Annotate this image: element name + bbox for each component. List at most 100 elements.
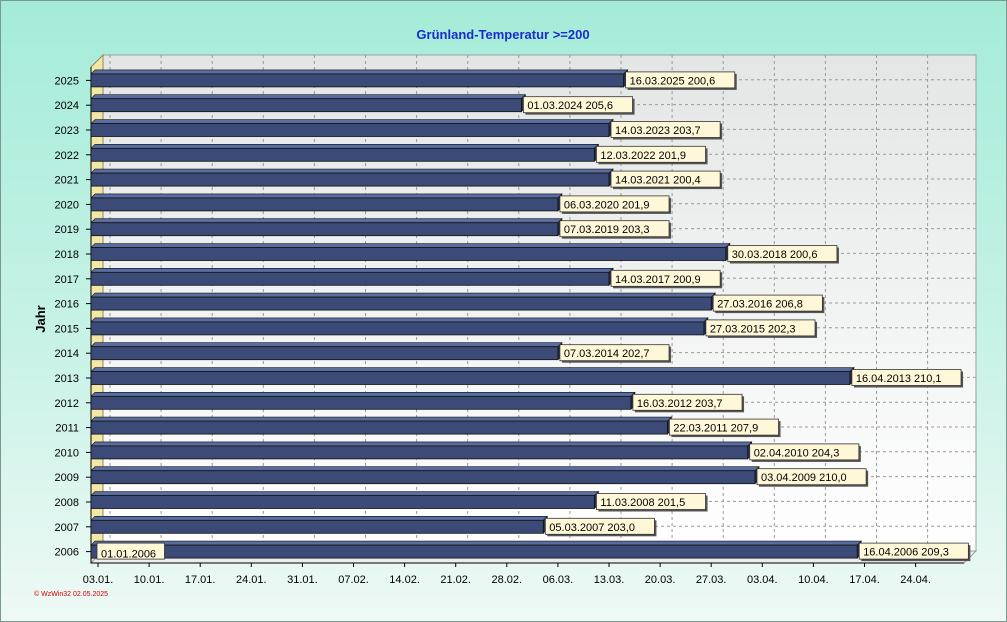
data-label-box <box>625 71 736 89</box>
data-label-box <box>756 468 867 486</box>
y-tick-label: 2006 <box>55 547 79 559</box>
bar-2020 <box>90 197 559 212</box>
bar-2018 <box>90 247 727 261</box>
bar-top <box>90 94 527 99</box>
x-tick-label: 07.02. <box>338 574 369 586</box>
data-label-box <box>632 393 743 411</box>
y-tick-label: 2011 <box>55 423 79 435</box>
bar-2019 <box>90 222 559 237</box>
x-tick-label: 24.01. <box>236 574 267 586</box>
bar-2014 <box>90 346 559 361</box>
bar-2008 <box>90 495 595 509</box>
data-label-2011: 22.03.2011 207,9 <box>673 423 758 435</box>
data-label-2017: 14.03.2017 200,9 <box>615 274 701 286</box>
bar-2016 <box>90 296 712 311</box>
data-label-box <box>610 121 721 138</box>
data-label-2012: 16.03.2012 203,7 <box>637 398 723 410</box>
y-tick-label: 2022 <box>55 150 79 162</box>
data-label-box <box>705 319 816 337</box>
data-label-box <box>712 294 823 312</box>
data-label-2018: 30.03.2018 200,6 <box>732 249 818 261</box>
data-label-box <box>851 369 962 386</box>
data-label-2025: 16.03.2025 200,6 <box>630 75 716 87</box>
bar-2023 <box>90 123 610 137</box>
data-label-2016: 27.03.2016 206,8 <box>717 299 803 311</box>
x-tick-label: 13.03. <box>594 574 625 586</box>
bar-2007 <box>90 519 544 534</box>
bar-2017 <box>90 271 610 286</box>
data-label-2019: 07.03.2019 203,3 <box>564 224 650 236</box>
y-tick-label: 2014 <box>55 348 79 360</box>
x-tick-label: 03.01. <box>83 574 114 586</box>
bar-top <box>90 218 563 223</box>
data-label-box <box>544 517 655 535</box>
bar-top <box>90 292 716 298</box>
y-tick-label: 2007 <box>55 522 79 534</box>
start-date-label: 01.01.2006 <box>101 549 156 561</box>
bar-top <box>90 168 614 174</box>
bar-top <box>90 317 709 323</box>
start-label-box <box>96 542 165 560</box>
y-tick-label: 2023 <box>55 125 79 137</box>
y-tick-label: 2008 <box>55 497 79 509</box>
data-label-box <box>559 220 670 238</box>
y-tick-label: 2020 <box>55 199 79 211</box>
bar-top <box>90 193 563 199</box>
x-tick-label: 17.01. <box>185 574 216 586</box>
footer-credit: © WzWin32 02.05.2025 <box>34 590 108 598</box>
bar-top <box>90 119 614 124</box>
bar-top <box>90 466 760 472</box>
y-tick-label: 2010 <box>55 447 79 459</box>
bar-2021 <box>90 172 610 187</box>
y-tick-label: 2013 <box>55 373 79 385</box>
data-label-box <box>559 344 670 362</box>
x-tick-label: 24.04. <box>900 574 931 586</box>
bar-top <box>90 243 731 248</box>
bar-2012 <box>90 395 632 410</box>
y-axis-label: Jahr <box>33 305 48 332</box>
bar-top <box>90 540 862 546</box>
data-label-2015: 27.03.2015 202,3 <box>710 323 796 335</box>
bar-top <box>90 416 673 422</box>
bar-2013 <box>90 371 851 385</box>
x-tick-label: 28.02. <box>492 574 523 586</box>
y-tick-label: 2021 <box>55 175 79 187</box>
y-tick-label: 2025 <box>55 75 79 87</box>
data-label-2023: 14.03.2023 203,7 <box>615 125 701 137</box>
bar-2025 <box>90 73 624 88</box>
bar-2022 <box>90 147 595 162</box>
y-tick-label: 2018 <box>55 249 79 261</box>
bar-top <box>90 491 600 496</box>
x-tick-label: 21.02. <box>440 574 471 586</box>
bar-top <box>90 441 753 447</box>
bar-2006 <box>90 544 858 559</box>
data-label-box <box>596 145 706 163</box>
data-label-2008: 11.03.2008 201,5 <box>600 497 685 509</box>
data-label-box <box>749 443 860 461</box>
x-tick-label: 17.04. <box>849 574 880 586</box>
data-label-2021: 14.03.2021 200,4 <box>615 175 701 187</box>
bar-2024 <box>90 98 522 113</box>
plot-area: 2025 2024 2023 2022 2021 2020 2019 2018 2017 2016… <box>55 53 978 586</box>
data-label-2014: 07.03.2014 202,7 <box>564 348 650 360</box>
x-tick-label: 10.04. <box>798 574 829 586</box>
x-tick-label: 06.03. <box>543 574 574 586</box>
data-label-box <box>610 170 721 188</box>
data-label-2006: 16.04.2006 209,3 <box>863 547 949 559</box>
data-label-2009: 03.04.2009 210,0 <box>761 472 847 484</box>
x-tick-label: 27.03. <box>696 574 727 586</box>
x-tick-label: 10.01. <box>134 574 165 586</box>
data-label-2022: 12.03.2022 201,9 <box>600 150 686 162</box>
x-tick-label: 14.02. <box>389 574 420 586</box>
data-label-2010: 02.04.2010 204,3 <box>754 447 840 459</box>
data-label-box <box>858 542 969 560</box>
bar-2015 <box>90 321 705 336</box>
bar-top <box>90 69 629 75</box>
y-tick-label: 2019 <box>55 224 79 236</box>
y-tick-label: 2012 <box>55 398 79 410</box>
y-tick-label: 2009 <box>55 472 79 484</box>
bar-top <box>90 144 600 149</box>
bar-2010 <box>90 445 749 460</box>
